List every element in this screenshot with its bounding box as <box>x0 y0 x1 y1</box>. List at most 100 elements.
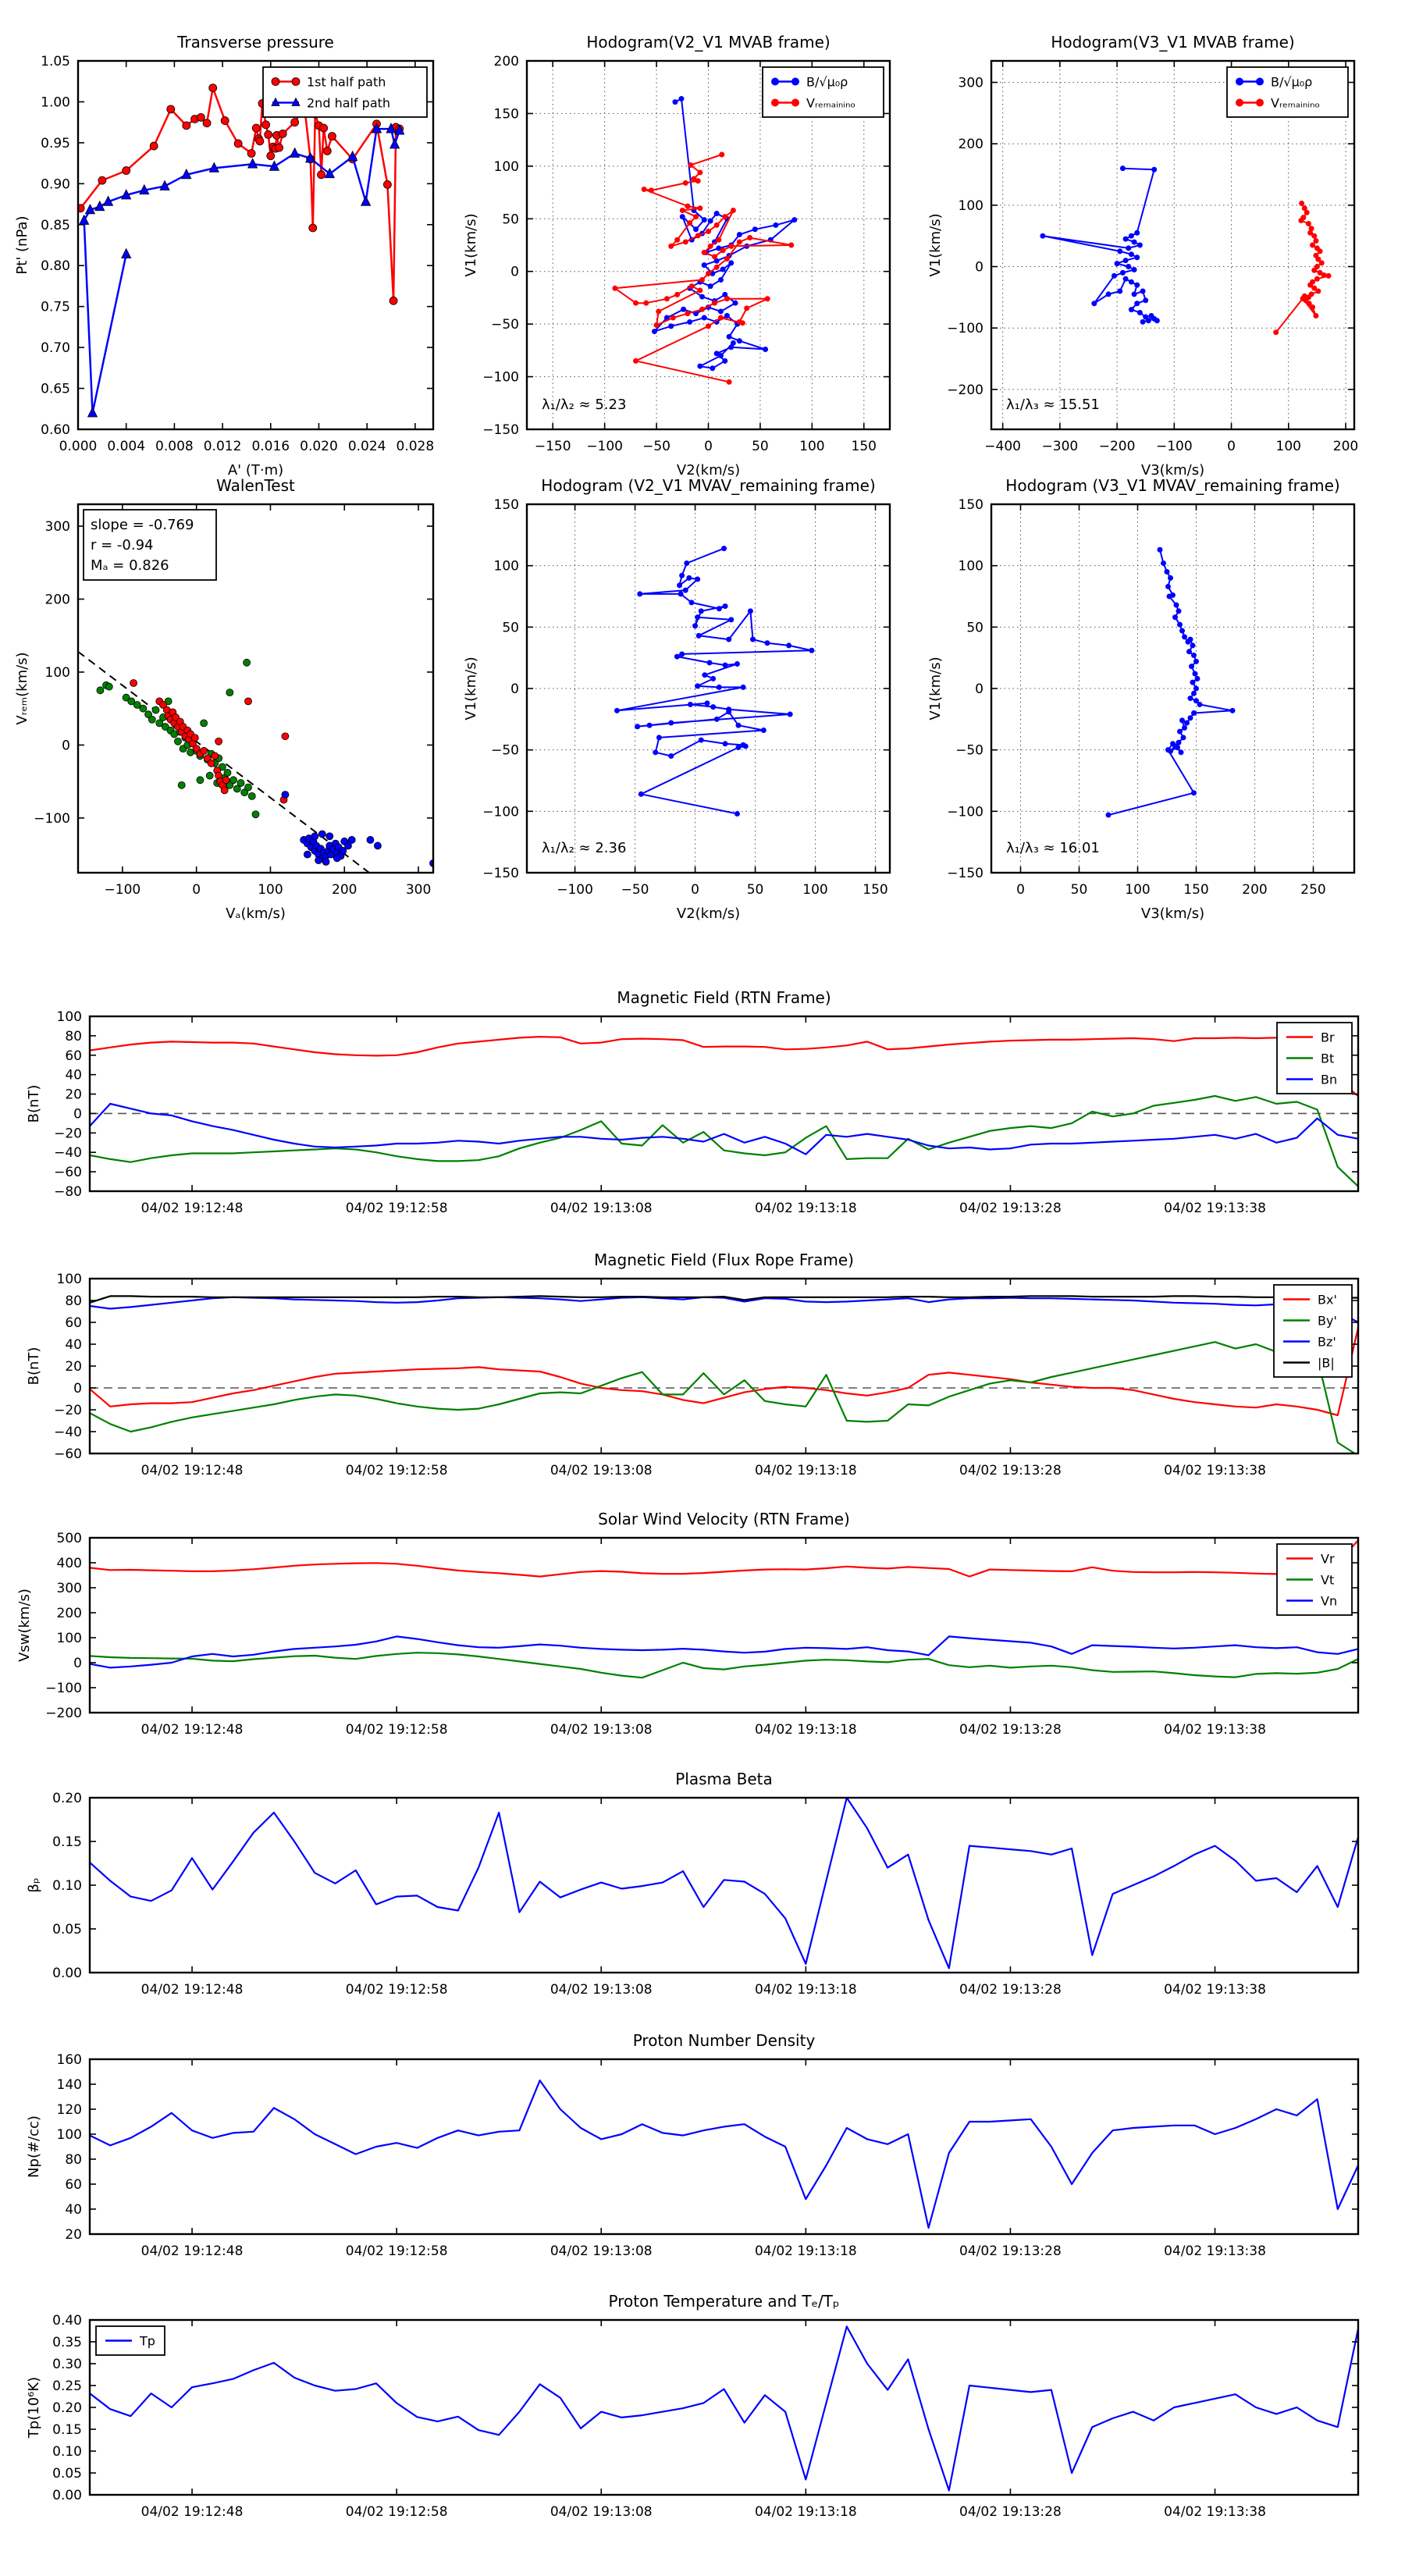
svg-text:B(nT): B(nT) <box>26 1347 42 1386</box>
panel-walen-test: WalenTest −100 0 100 200 300 −100 0 100 200 300 Vₐ… <box>14 476 435 922</box>
svg-text:04/02 19:12:58: 04/02 19:12:58 <box>346 1201 448 1216</box>
svg-text:−100: −100 <box>45 1681 82 1696</box>
svg-text:Bt: Bt <box>1321 1051 1334 1066</box>
svg-text:250: 250 <box>1300 882 1325 898</box>
svg-text:Mₐ = 0.826: Mₐ = 0.826 <box>91 557 169 574</box>
svg-text:V1(km/s): V1(km/s) <box>463 656 479 720</box>
svg-text:04/02 19:12:48: 04/02 19:12:48 <box>141 2243 244 2259</box>
svg-text:0: 0 <box>510 681 519 697</box>
panel-plasma-beta: Plasma Beta 04/02 19:12:48 04/02 19:12:58… <box>26 1770 1360 1998</box>
svg-text:04/02 19:12:58: 04/02 19:12:58 <box>346 1463 448 1478</box>
svg-text:−100: −100 <box>34 811 70 827</box>
svg-text:−300: −300 <box>1042 439 1079 454</box>
svg-text:50: 50 <box>1071 882 1088 898</box>
svg-text:04/02 19:13:28: 04/02 19:13:28 <box>959 1982 1062 1998</box>
svg-text:120: 120 <box>57 2102 82 2118</box>
svg-text:80: 80 <box>65 1293 82 1309</box>
svg-text:Vsw(km/s): Vsw(km/s) <box>16 1589 33 1662</box>
svg-text:04/02 19:13:08: 04/02 19:13:08 <box>550 2504 653 2520</box>
svg-text:100: 100 <box>57 2127 82 2143</box>
svg-text:Bz': Bz' <box>1318 1335 1336 1350</box>
panel-transverse-pressure: Transverse pressure 0.000 0.004 0.008 0.012… <box>14 33 434 479</box>
svg-text:100: 100 <box>1125 882 1150 898</box>
svg-text:100: 100 <box>57 1631 82 1646</box>
panel-title: Proton Number Density <box>632 2031 816 2050</box>
panel-title: Hodogram(V3_V1 MVAB frame) <box>1051 33 1295 52</box>
plasma-beta-plot: 04/02 19:12:48 04/02 19:12:58 04/02 19:13:… <box>26 1791 1360 1998</box>
svg-text:−80: −80 <box>54 1184 82 1200</box>
svg-text:04/02 19:13:28: 04/02 19:13:28 <box>959 1201 1062 1216</box>
svg-text:20: 20 <box>65 2227 82 2243</box>
panel-title: Hodogram (V2_V1 MVAV_remaining frame) <box>541 476 876 495</box>
svg-text:04/02 19:13:38: 04/02 19:13:38 <box>1164 1982 1266 1998</box>
svg-text:0.65: 0.65 <box>41 382 70 397</box>
svg-text:V3(km/s): V3(km/s) <box>1141 462 1204 479</box>
svg-text:V1(km/s): V1(km/s) <box>463 213 479 276</box>
svg-text:0.024: 0.024 <box>348 439 386 454</box>
svg-text:100: 100 <box>494 159 519 175</box>
svg-text:100: 100 <box>258 882 283 898</box>
svg-text:0.05: 0.05 <box>52 2466 82 2482</box>
svg-text:0.00: 0.00 <box>52 1966 82 1981</box>
svg-text:−100: −100 <box>586 439 623 454</box>
svg-text:40: 40 <box>65 2202 82 2218</box>
svg-text:λ₁/λ₃ ≈ 16.01: λ₁/λ₃ ≈ 16.01 <box>1006 840 1100 856</box>
hodogram-v2v1-mvav-plot: −100 −50 0 50 100 150 −150 −100 −50 0 50 100 150 V2(k… <box>463 497 891 922</box>
svg-text:1st half path: 1st half path <box>307 75 386 90</box>
svg-text:40: 40 <box>65 1068 82 1083</box>
svg-text:100: 100 <box>802 882 827 898</box>
svg-text:−60: −60 <box>54 1446 82 1462</box>
panel-title: WalenTest <box>216 476 295 495</box>
panel-title: Hodogram(V2_V1 MVAB frame) <box>586 33 831 52</box>
svg-text:−100: −100 <box>105 882 141 898</box>
svg-text:04/02 19:13:38: 04/02 19:13:38 <box>1164 1201 1266 1216</box>
svg-text:04/02 19:13:18: 04/02 19:13:18 <box>755 1722 857 1738</box>
panel-title: Plasma Beta <box>675 1770 773 1788</box>
svg-text:80: 80 <box>65 2152 82 2168</box>
svg-text:40: 40 <box>65 1337 82 1353</box>
panel-title: Solar Wind Velocity (RTN Frame) <box>598 1510 850 1528</box>
svg-text:B(nT): B(nT) <box>26 1085 42 1123</box>
svg-text:Np(#/cc): Np(#/cc) <box>26 2115 42 2178</box>
svg-text:200: 200 <box>959 137 984 152</box>
svg-text:Vn: Vn <box>1321 1594 1337 1609</box>
panel-hodogram-v2v1-mvav: Hodogram (V2_V1 MVAV_remaining frame) −1… <box>463 476 891 922</box>
svg-text:50: 50 <box>502 620 519 635</box>
svg-text:50: 50 <box>502 212 519 227</box>
svg-text:0.00: 0.00 <box>52 2488 82 2503</box>
svg-text:0: 0 <box>73 1656 82 1671</box>
svg-text:Vt: Vt <box>1321 1573 1334 1588</box>
panel-title: Hodogram (V3_V1 MVAV_remaining frame) <box>1005 476 1340 495</box>
svg-text:Br: Br <box>1321 1030 1335 1045</box>
svg-text:−150: −150 <box>535 439 571 454</box>
svg-text:0.012: 0.012 <box>204 439 242 454</box>
svg-text:0: 0 <box>1016 882 1025 898</box>
svg-text:−100: −100 <box>482 804 519 820</box>
svg-text:300: 300 <box>57 1581 82 1596</box>
svg-text:Pt' (nPa): Pt' (nPa) <box>14 215 30 274</box>
svg-text:100: 100 <box>1276 439 1301 454</box>
svg-text:04/02 19:12:58: 04/02 19:12:58 <box>346 2243 448 2259</box>
svg-text:0: 0 <box>1227 439 1236 454</box>
panel-magnetic-field-flux-rope: Magnetic Field (Flux Rope Frame) 04/02 1… <box>26 1251 1360 1478</box>
svg-text:04/02 19:13:18: 04/02 19:13:18 <box>755 2243 857 2259</box>
svg-text:150: 150 <box>494 497 519 513</box>
proton-number-density-plot: 04/02 19:12:48 04/02 19:12:58 04/02 19:13:… <box>26 2052 1360 2259</box>
svg-text:0.05: 0.05 <box>52 1922 82 1937</box>
svg-text:200: 200 <box>494 54 519 69</box>
panel-title: Magnetic Field (RTN Frame) <box>617 988 831 1007</box>
svg-text:300: 300 <box>406 882 431 898</box>
svg-text:0: 0 <box>62 738 70 753</box>
panel-hodogram-v2v1-mvab: Hodogram(V2_V1 MVAB frame) −150 −100 −50 0 5… <box>463 33 891 479</box>
svg-text:0.30: 0.30 <box>52 2357 82 2372</box>
svg-text:0.80: 0.80 <box>41 258 70 274</box>
svg-text:140: 140 <box>57 2077 82 2093</box>
svg-text:B/√μ₀ρ: B/√μ₀ρ <box>1271 75 1312 90</box>
svg-text:r = -0.94: r = -0.94 <box>91 537 154 553</box>
hodogram-v2v1-mvab-plot: −150 −100 −50 0 50 100 150 −150 −100 −50 0 50 100 150… <box>463 54 891 479</box>
panel-hodogram-v3v1-mvav: Hodogram (V3_V1 MVAV_remaining frame) 0 5… <box>927 476 1356 922</box>
svg-text:04/02 19:13:28: 04/02 19:13:28 <box>959 2504 1062 2520</box>
svg-text:0.90: 0.90 <box>41 176 70 192</box>
svg-text:100: 100 <box>959 198 984 214</box>
